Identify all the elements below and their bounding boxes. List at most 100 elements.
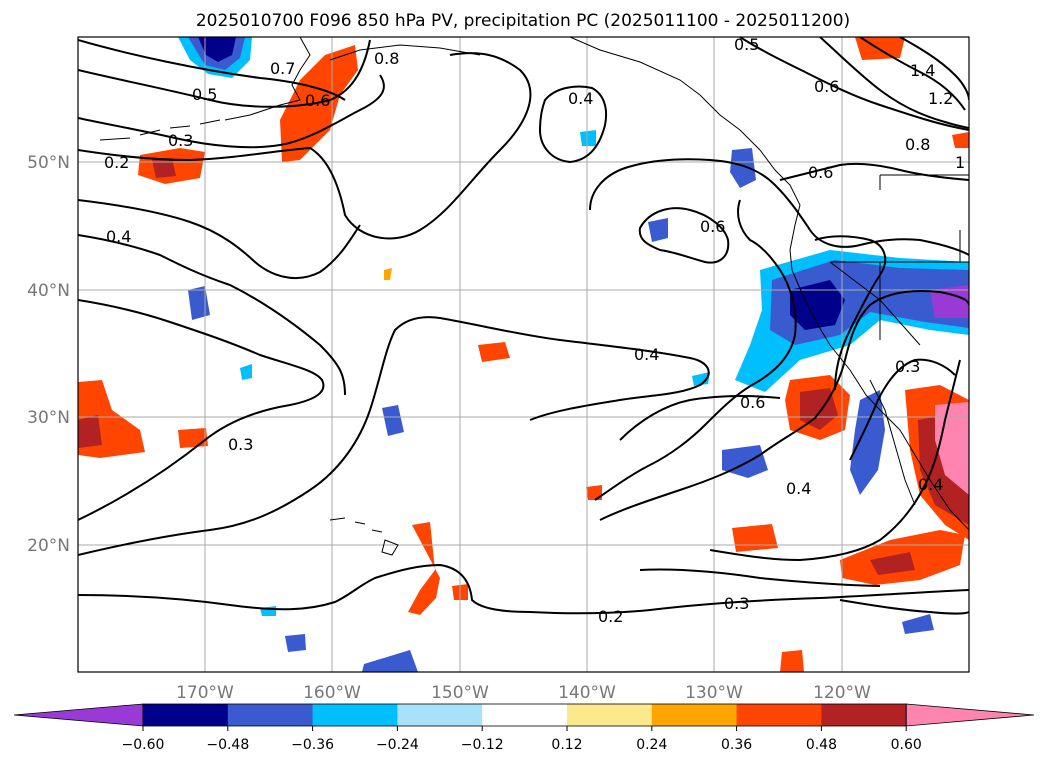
colorbar-tick-label: 0.48 <box>806 737 837 753</box>
colorbar-tick-label: 0.24 <box>636 737 667 753</box>
colorbar-segment <box>651 704 738 726</box>
contour-21 <box>779 162 969 181</box>
neg-patch-bc <box>730 148 756 188</box>
neg-patch-purple <box>930 285 969 318</box>
contour-8 <box>78 316 710 556</box>
neg-patch-small9 <box>240 364 252 380</box>
contour-label: 1.2 <box>928 89 953 108</box>
colorbar-segment <box>567 704 653 726</box>
lon-label-160w: 160°W <box>303 683 361 703</box>
neg-patch-small7 <box>580 130 596 146</box>
contour-19 <box>859 37 966 111</box>
island-hawaii <box>329 517 399 556</box>
neg-patch-california <box>850 390 885 495</box>
gridlines <box>78 37 969 672</box>
contour-label: 0.7 <box>270 59 295 78</box>
neg-patch-small2 <box>382 405 404 436</box>
lat-label-50: 50°N <box>27 153 70 173</box>
colorbar-extend-low <box>13 703 144 727</box>
pos-patch-hawaii-west-core <box>78 415 102 448</box>
colorbar-ticks: −0.60 −0.48 −0.36 −0.24 −0.12 0.12 0.24 0.36 0.4… <box>122 726 922 753</box>
contour-label: 0.6 <box>305 91 330 110</box>
contour-label: 1 <box>955 153 965 172</box>
contour-label: 1.4 <box>910 61 935 80</box>
neg-patch-north-core2 <box>198 37 236 62</box>
lat-label-40: 40°N <box>27 281 70 301</box>
contour-17 <box>739 37 969 131</box>
colorbar-segment <box>482 704 568 726</box>
neg-patch-small10 <box>692 372 710 386</box>
contour-20 <box>899 37 969 101</box>
contour-label: 0.4 <box>568 89 593 108</box>
contour-label: 0.4 <box>106 227 131 246</box>
contour-2 <box>78 39 371 108</box>
colorbar <box>13 703 1035 727</box>
colorbar-extend-high <box>905 703 1035 727</box>
contour-label: 0.4 <box>786 479 811 498</box>
colorbar-tick-label: −0.36 <box>291 737 334 753</box>
contour-11 <box>599 290 969 521</box>
contour-10 <box>594 199 797 501</box>
contour-22 <box>814 235 887 391</box>
colorbar-segment <box>312 704 398 726</box>
longitude-labels: 170°W 160°W 150°W 140°W 130°W 120°W <box>176 683 871 703</box>
contour-label: 0.8 <box>905 135 930 154</box>
contour-13 <box>619 394 969 615</box>
pos-patch-small-west <box>178 428 208 448</box>
lon-label-150w: 150°W <box>431 683 489 703</box>
contour-7 <box>78 299 325 521</box>
neg-patch-west-coast-core <box>790 280 845 330</box>
pos-patch-ne2 <box>952 132 969 148</box>
neg-patch-small3 <box>648 218 668 242</box>
contour-label: 0.5 <box>192 85 217 104</box>
coast-california <box>791 269 969 531</box>
colorbar-segment <box>143 704 229 726</box>
coast-alaska <box>224 37 761 151</box>
contour-14 <box>538 85 608 164</box>
contour-label: 0.2 <box>598 607 623 626</box>
contour-24 <box>639 568 881 587</box>
contour-15 <box>638 207 730 264</box>
contour-23 <box>849 358 956 461</box>
colorbar-segment <box>227 704 314 726</box>
contour-3 <box>78 74 385 149</box>
colorbar-segment <box>397 704 483 726</box>
contour-label: 0.4 <box>634 345 659 364</box>
contour-label: 0.2 <box>104 153 129 172</box>
pos-patch-west-core <box>152 158 176 178</box>
coastlines <box>99 37 969 556</box>
contour-label: 0.6 <box>740 393 765 412</box>
coast-northwest <box>759 149 801 271</box>
lon-label-140w: 140°W <box>558 683 616 703</box>
lat-label-30: 30°N <box>27 408 70 428</box>
colorbar-tick-label: −0.12 <box>461 737 504 753</box>
contour-6 <box>78 234 346 396</box>
pv-contours <box>78 37 969 615</box>
contour-label: 0.3 <box>895 357 920 376</box>
colorbar-tick-label: −0.60 <box>122 737 165 753</box>
colorbar-tick-label: 0.12 <box>551 737 582 753</box>
contour-label: 0.4 <box>918 475 943 494</box>
colorbar-frame <box>142 703 907 727</box>
neg-patch-small5 <box>285 634 306 652</box>
coast-baja <box>869 379 916 506</box>
contour-label: 0.3 <box>724 594 749 613</box>
contour-4 <box>78 52 532 240</box>
contour-label: 0.8 <box>374 49 399 68</box>
map-frame <box>77 36 970 673</box>
colorbar-tick-label: −0.48 <box>206 737 249 753</box>
colorbar-tick-label: 0.36 <box>721 737 752 753</box>
contour-label: 0.6 <box>814 77 839 96</box>
pos-patch-small-center3 <box>586 485 602 500</box>
colorbar-tick-label: 0.60 <box>891 737 922 753</box>
lon-label-130w: 130°W <box>685 683 743 703</box>
contour-9 <box>78 563 969 615</box>
contour-5 <box>78 199 361 280</box>
neg-patch-small6 <box>902 614 934 634</box>
chart-title: 2025010700 F096 850 hPa PV, precipitatio… <box>196 11 850 31</box>
pos-patch-tiny <box>384 268 392 280</box>
lon-label-170w: 170°W <box>176 683 234 703</box>
contour-label: 0.6 <box>700 217 725 236</box>
pos-patch-small-center <box>478 342 510 362</box>
